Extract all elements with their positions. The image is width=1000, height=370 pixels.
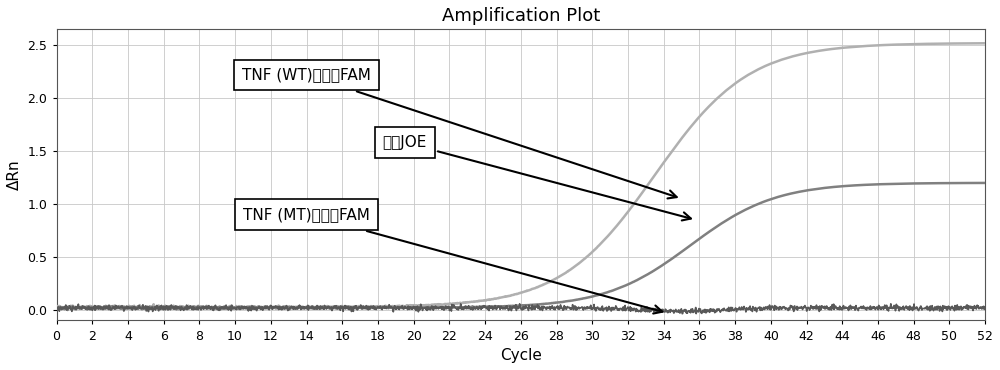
Y-axis label: ΔRn: ΔRn [7,159,22,190]
Text: TNF (WT)反应液FAM: TNF (WT)反应液FAM [242,67,677,198]
X-axis label: Cycle: Cycle [500,348,542,363]
Text: TNF (MT)反应液FAM: TNF (MT)反应液FAM [243,207,662,313]
Text: 内参JOE: 内参JOE [383,135,691,221]
Title: Amplification Plot: Amplification Plot [442,7,600,25]
